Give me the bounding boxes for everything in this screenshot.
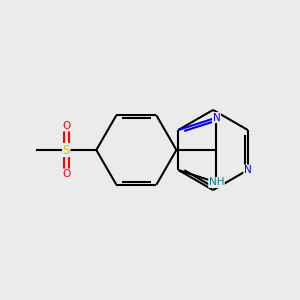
Text: O: O	[62, 121, 70, 131]
Text: O: O	[62, 169, 70, 179]
Text: N: N	[244, 165, 252, 175]
Text: N: N	[213, 112, 220, 123]
Text: NH: NH	[209, 177, 224, 188]
Text: S: S	[63, 143, 70, 157]
